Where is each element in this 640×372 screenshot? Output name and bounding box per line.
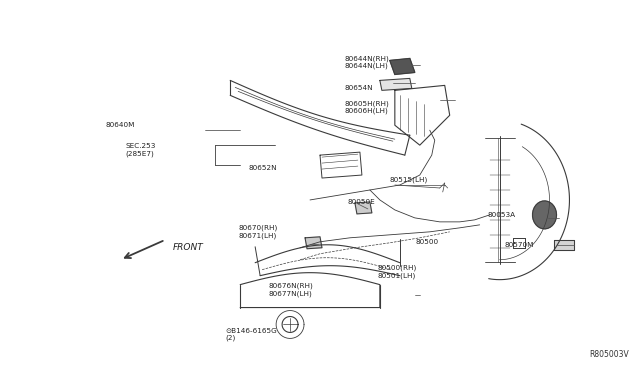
Text: 80605H(RH)
80606H(LH): 80605H(RH) 80606H(LH) <box>345 100 390 114</box>
Polygon shape <box>380 78 412 90</box>
Text: 80050E: 80050E <box>348 199 376 205</box>
Polygon shape <box>532 201 557 229</box>
Text: 80500: 80500 <box>416 239 439 245</box>
Text: R805003V: R805003V <box>589 350 629 359</box>
Text: FRONT: FRONT <box>172 243 203 252</box>
Text: 80644N(RH)
80644N(LH): 80644N(RH) 80644N(LH) <box>345 55 390 70</box>
Text: 80670(RH)
80671(LH): 80670(RH) 80671(LH) <box>238 225 277 239</box>
Polygon shape <box>355 202 372 214</box>
Text: 80515(LH): 80515(LH) <box>390 177 428 183</box>
Text: 80500(RH)
80501(LH): 80500(RH) 80501(LH) <box>378 265 417 279</box>
Text: 80652N: 80652N <box>248 165 276 171</box>
Polygon shape <box>554 240 575 250</box>
Text: 80654N: 80654N <box>345 85 374 92</box>
Text: SEC.253
(285E7): SEC.253 (285E7) <box>125 143 156 157</box>
Polygon shape <box>390 58 415 74</box>
Text: 80053A: 80053A <box>488 212 516 218</box>
Polygon shape <box>305 237 322 249</box>
Text: 80570M: 80570M <box>504 242 534 248</box>
Text: 80640M: 80640M <box>106 122 135 128</box>
Text: ⊙B146-6165G
(2): ⊙B146-6165G (2) <box>225 328 277 341</box>
Text: 80676N(RH)
80677N(LH): 80676N(RH) 80677N(LH) <box>268 283 313 296</box>
